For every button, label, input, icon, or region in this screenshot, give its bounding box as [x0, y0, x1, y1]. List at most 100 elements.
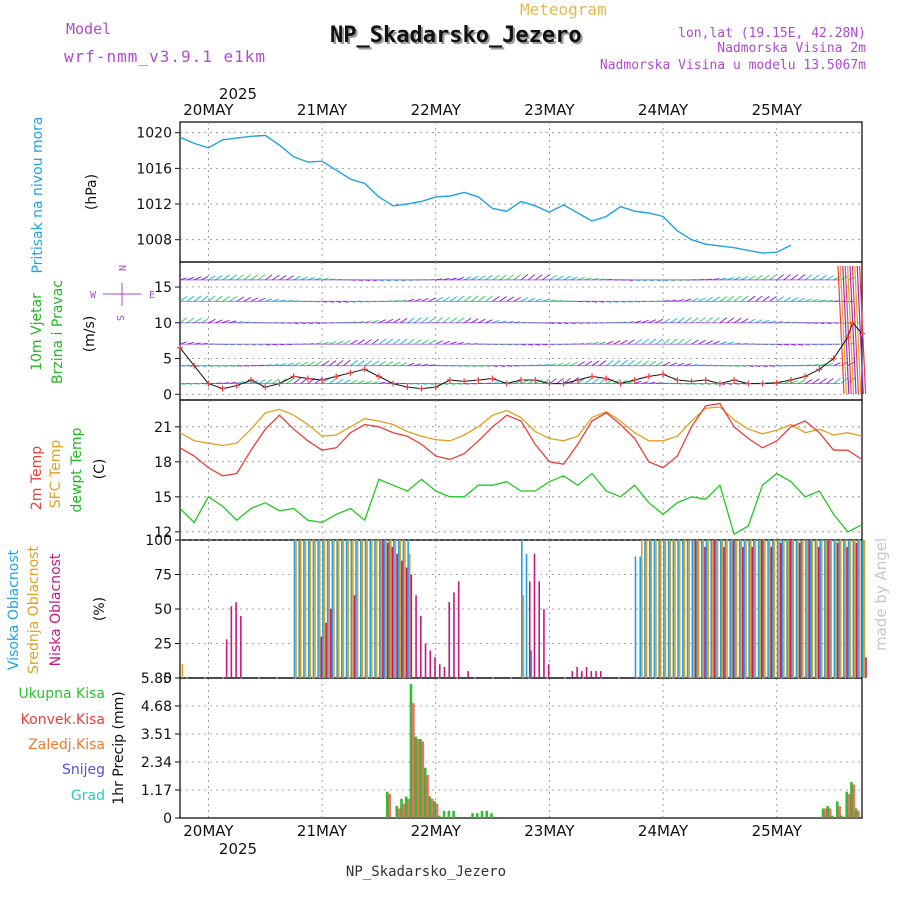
wind-barb: [392, 361, 401, 367]
wind-barb: [428, 297, 436, 302]
wind-barb: [343, 359, 351, 367]
pressure-tick-labels: 1020 1016 1012 1008: [136, 126, 180, 249]
wind-barb: [421, 339, 429, 345]
precip-bar: [404, 796, 408, 818]
wind-barb: [186, 295, 195, 302]
precip-bar: [416, 739, 420, 818]
wind-barb-storm: [839, 265, 847, 395]
compass-s: S: [114, 315, 125, 321]
cloud-bar: [847, 540, 850, 678]
temp-unit: (C): [92, 459, 108, 480]
dewpt-line: [179, 472, 863, 536]
wind-barb: [797, 274, 806, 281]
wind-barb: [201, 275, 209, 281]
wind-barb: [669, 317, 678, 324]
cloud-bar: [298, 540, 301, 678]
wind-barb: [456, 317, 465, 324]
cloud-bar: [672, 540, 675, 678]
wind-barb: [556, 275, 564, 281]
wind-barb: [833, 275, 841, 281]
wind-barb: [741, 275, 749, 281]
wind-barb: [641, 360, 650, 367]
top-day-labels: 20MAY 21MAY 22MAY 23MAY 24MAY 25MAY: [183, 101, 802, 119]
cloud-bar: [353, 595, 356, 678]
temp2m-line: [179, 402, 863, 477]
wind-barb: [527, 297, 536, 302]
wind-barb: [769, 296, 777, 302]
wind-barb: [634, 360, 642, 367]
cloud-bar: [408, 553, 411, 678]
cloud-bar: [533, 553, 536, 678]
precip-bar: [447, 810, 451, 818]
wind-barb: [740, 295, 749, 302]
wind-barb: [662, 338, 671, 345]
wind-barb: [748, 295, 756, 302]
pressure-ylabel: Pritisak na nivou mora: [30, 116, 46, 273]
wind-barb: [421, 297, 429, 302]
cloud-bar: [240, 615, 242, 678]
cloud-bar: [863, 540, 866, 678]
wind-barb: [776, 274, 784, 281]
compass-n: N: [116, 265, 127, 271]
cloud-bar: [704, 546, 706, 678]
wind-barb: [321, 360, 330, 367]
wind-barb: [598, 378, 607, 384]
cloud-tick-label: 25: [154, 637, 172, 653]
wind-barb: [662, 318, 671, 324]
bottom-day-label: 22MAY: [411, 822, 462, 840]
cloud-bar: [762, 540, 765, 678]
wind-barb: [520, 297, 529, 302]
cloud-bar: [825, 540, 828, 678]
cloud-bar: [745, 540, 747, 678]
wind-barb-storm: [854, 265, 862, 395]
cloud-bar: [830, 540, 833, 678]
cloud-bar: [691, 540, 694, 678]
cloud-bar: [448, 602, 451, 678]
panel-frames: [179, 121, 863, 819]
wind-barb: [598, 360, 607, 367]
cloud-bar: [181, 664, 184, 678]
cloud-bar: [838, 540, 840, 678]
cloud-bar: [453, 592, 455, 678]
station-title: NP_Skadarsko_Jezero: [330, 23, 582, 48]
cloud-bar: [819, 540, 821, 678]
wind-barb: [584, 377, 593, 384]
temp-tick-label: 21: [154, 420, 172, 436]
cloud-bar: [783, 540, 785, 678]
cloud-bar: [590, 671, 593, 678]
hail-label: Grad: [71, 788, 105, 804]
wind-barb: [392, 318, 401, 324]
wind-barb: [577, 377, 586, 384]
cloud-bar: [688, 540, 690, 678]
cloud-bar: [225, 639, 228, 678]
wind-barb: [605, 378, 614, 384]
wind-barb: [293, 377, 301, 384]
wind-barb: [804, 379, 813, 384]
precip-bar: [485, 810, 489, 818]
wind-barb: [698, 317, 706, 324]
cloud-bar: [314, 540, 316, 678]
wind-barb: [591, 360, 600, 367]
wind-tick-label: 0: [163, 387, 172, 403]
cloud-bar: [352, 540, 354, 678]
top-day-label: 20MAY: [183, 101, 234, 119]
wind-barb: [719, 296, 728, 302]
cloud-bar: [836, 542, 839, 678]
wind-barb: [208, 275, 216, 281]
precip-bar: [388, 794, 391, 818]
cloud-bar: [355, 540, 357, 678]
precip-frame: [179, 677, 863, 819]
precip-bar: [397, 808, 401, 818]
cloud-bar: [576, 666, 578, 678]
cloud-bar: [383, 540, 386, 678]
precip-bar: [840, 815, 844, 818]
snow-label: Snijeg: [62, 762, 105, 778]
wind-barb: [250, 297, 259, 302]
precip-tick-label: 3.51: [141, 727, 172, 743]
wind-barb: [627, 380, 635, 385]
wind-barb: [740, 318, 749, 324]
cloud-bar: [350, 540, 353, 678]
wind-barb: [620, 339, 628, 345]
temperature-panel: 2m Temp SFC Temp dewpt Temp (C) 21 18 15 12: [29, 402, 863, 541]
precip-bar: [452, 810, 455, 818]
